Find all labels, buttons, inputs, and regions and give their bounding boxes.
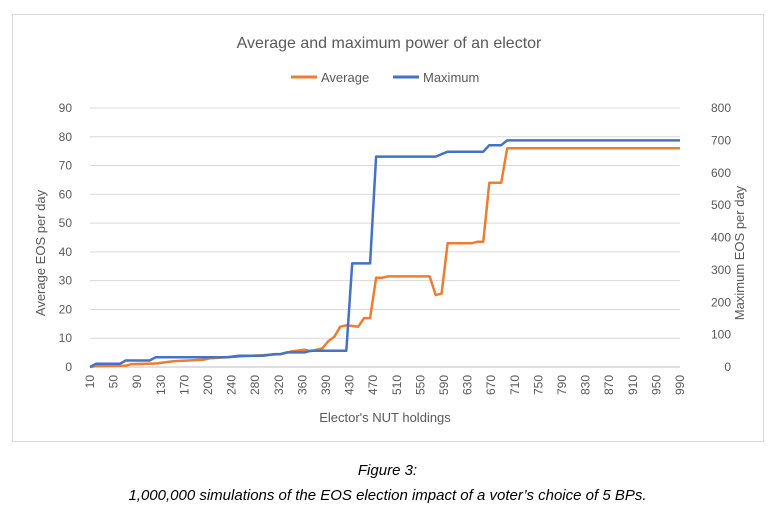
x-tick-label: 590 [437,375,451,395]
y-right-tick-label: 400 [711,231,731,245]
chart-frame: Average and maximum power of an elector … [12,14,764,442]
x-tick-label: 390 [319,375,333,395]
legend: Average Maximum [291,70,479,85]
y-right-tick-label: 700 [711,133,731,147]
x-tick-label: 360 [295,375,309,395]
figure-label: Figure 3: [357,462,418,479]
y-right-tick-label: 500 [711,198,731,212]
y-right-tick-label: 200 [711,295,731,309]
y-left-tick-label: 0 [65,360,72,374]
x-tick-label: 630 [461,375,475,395]
y-right-tick-label: 300 [711,263,731,277]
y-left-tick-label: 20 [59,302,73,316]
x-tick-label: 990 [673,375,687,395]
y-right-tick-label: 600 [711,166,731,180]
series-lines [89,139,680,369]
series-line-maximum [89,139,680,369]
chart-svg: Average and maximum power of an elector … [33,35,747,425]
x-tick-label: 870 [602,375,616,395]
x-tick-label: 910 [626,375,640,395]
x-tick-label: 750 [531,375,545,395]
x-tick-label: 200 [201,375,215,395]
x-tick-label: 510 [390,375,404,395]
y-left-tick-label: 30 [59,274,73,288]
x-tick-label: 430 [343,375,357,395]
x-tick-label: 550 [413,375,427,395]
figure-description: 1,000,000 simulations of the EOS electio… [128,487,647,504]
x-tick-label: 670 [484,375,498,395]
y-left-tick-label: 90 [59,101,73,115]
x-tick-label: 280 [248,375,262,395]
y-right-tick-label: 100 [711,328,731,342]
y-left-tick-label: 50 [59,216,73,230]
y-left-tick-label: 60 [59,187,73,201]
y-right-tick-label: 800 [711,101,731,115]
legend-average-label: Average [321,70,369,85]
x-tick-label: 130 [154,375,168,395]
y-right-tick-label: 0 [724,360,731,374]
x-tick-label: 470 [366,375,380,395]
y-left-tick-label: 40 [59,245,73,259]
x-tick-label: 830 [579,375,593,395]
y-left-tick-label: 80 [59,130,73,144]
x-tick-label: 90 [130,375,144,389]
y-left-tick-label: 70 [59,159,73,173]
x-tick-label: 710 [508,375,522,395]
x-tick-label: 240 [225,375,239,395]
y-axis-left-label: Average EOS per day [33,189,48,316]
legend-maximum-label: Maximum [423,70,479,85]
series-line-average [89,147,680,369]
x-tick-label: 950 [649,375,663,395]
x-tick-label: 170 [177,375,191,395]
x-tick-label: 320 [272,375,286,395]
y-left-tick-label: 10 [59,331,73,345]
x-tick-label: 790 [555,375,569,395]
chart-title: Average and maximum power of an elector [237,35,542,52]
y-axis-right-label: Maximum EOS per day [732,185,747,320]
gridlines [90,107,680,339]
x-tick-label: 10 [83,375,97,389]
axes: 0 10 20 30 40 50 60 70 80 90 0 100 200 300 400 500 600 70… [59,101,732,395]
x-tick-label: 50 [107,375,121,389]
x-axis-label: Elector's NUT holdings [319,410,451,425]
